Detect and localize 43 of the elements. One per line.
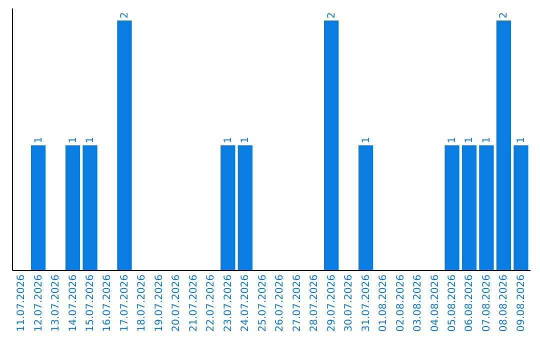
x-tick-label: 07.08.2026 (481, 274, 492, 332)
x-tick-label: 21.07.2026 (188, 274, 200, 332)
x-tick-label: 15.07.2026 (85, 274, 96, 332)
data-label: 1 (68, 136, 79, 144)
data-label: 1 (240, 136, 252, 144)
x-tick-label: 18.07.2026 (136, 274, 148, 332)
x-tick-label: 23.07.2026 (222, 274, 234, 332)
data-label: 2 (119, 12, 130, 18)
x-tick-label: 31.07.2026 (360, 274, 372, 332)
x-tick-label: 22.07.2026 (206, 274, 217, 332)
x-tick-label: 16.07.2026 (102, 274, 114, 332)
data-label: 2 (498, 12, 510, 18)
data-label: 1 (33, 136, 44, 144)
x-tick-label: 09.08.2026 (516, 274, 527, 332)
x-tick-label: 03.08.2026 (412, 274, 424, 332)
data-label: 2 (326, 12, 338, 18)
data-label: 1 (85, 136, 96, 144)
x-tick-label: 13.07.2026 (50, 274, 62, 332)
x-tick-label: 20.07.2026 (171, 274, 182, 332)
x-tick-label: 14.07.2026 (68, 274, 79, 332)
data-label: 1 (222, 136, 234, 144)
data-label: 1 (516, 136, 527, 144)
data-label: 1 (447, 136, 458, 144)
x-tick-label: 05.08.2026 (447, 274, 458, 332)
x-tick-label: 25.07.2026 (257, 274, 268, 332)
x-tick-label: 19.07.2026 (154, 274, 165, 332)
x-tick-label: 11.07.2026 (16, 274, 28, 332)
x-tick-label: 01.08.2026 (378, 274, 390, 332)
data-label: 1 (360, 136, 372, 144)
x-tick-label: 29.07.2026 (326, 274, 338, 332)
x-tick-label: 24.07.2026 (240, 274, 252, 332)
x-tick-label: 02.08.2026 (395, 274, 406, 332)
x-tick-label: 06.08.2026 (464, 274, 476, 332)
x-tick-label: 30.07.2026 (344, 274, 355, 332)
x-tick-label: 27.07.2026 (292, 274, 303, 332)
x-tick-label: 17.07.2026 (119, 274, 130, 332)
x-tick-label: 04.08.2026 (430, 274, 441, 332)
data-label: 1 (481, 136, 492, 144)
x-tick-label: 26.07.2026 (274, 274, 286, 332)
x-tick-label: 08.08.2026 (498, 274, 510, 332)
data-label: 1 (464, 136, 476, 144)
x-tick-label: 12.07.2026 (33, 274, 44, 332)
x-tick-label: 28.07.2026 (309, 274, 320, 332)
